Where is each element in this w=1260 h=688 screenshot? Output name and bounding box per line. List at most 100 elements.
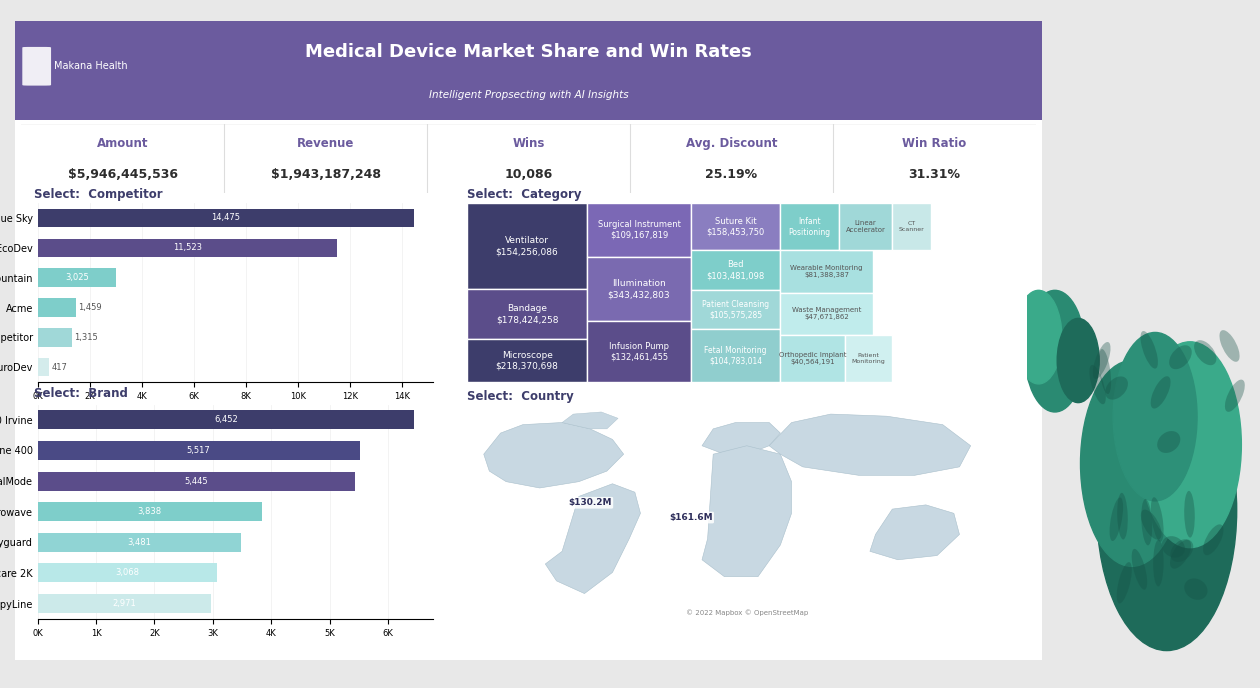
Text: 11,523: 11,523 bbox=[173, 244, 202, 252]
Bar bbox=[587, 257, 690, 321]
Bar bbox=[587, 321, 690, 382]
Text: Suture Kit
$158,453,750: Suture Kit $158,453,750 bbox=[707, 217, 765, 237]
Polygon shape bbox=[769, 414, 970, 475]
Text: 417: 417 bbox=[52, 363, 67, 372]
Bar bbox=[690, 203, 780, 250]
Bar bbox=[467, 339, 587, 382]
Text: Win Ratio: Win Ratio bbox=[902, 137, 966, 150]
Text: 3,025: 3,025 bbox=[66, 273, 89, 282]
Text: Makana Health: Makana Health bbox=[54, 61, 127, 72]
Polygon shape bbox=[702, 422, 780, 454]
Bar bbox=[38, 471, 355, 491]
Bar bbox=[38, 298, 76, 316]
Ellipse shape bbox=[1184, 491, 1194, 537]
Ellipse shape bbox=[1203, 524, 1223, 555]
Ellipse shape bbox=[1184, 579, 1207, 600]
Bar bbox=[690, 330, 780, 382]
Text: Wearable Monitoring
$81,388,387: Wearable Monitoring $81,388,387 bbox=[790, 265, 863, 278]
Polygon shape bbox=[869, 505, 959, 560]
Ellipse shape bbox=[1220, 330, 1240, 362]
Ellipse shape bbox=[1142, 499, 1152, 546]
Text: Patient
Monitoring: Patient Monitoring bbox=[852, 353, 886, 364]
Text: $130.2M: $130.2M bbox=[568, 498, 612, 507]
Text: Bed
$103,481,098: Bed $103,481,098 bbox=[707, 260, 765, 280]
Bar bbox=[38, 410, 415, 429]
Text: $5,946,445,536: $5,946,445,536 bbox=[68, 168, 178, 180]
Polygon shape bbox=[702, 446, 791, 577]
Text: $1,943,187,248: $1,943,187,248 bbox=[271, 168, 381, 180]
Bar bbox=[38, 441, 359, 460]
Bar bbox=[38, 268, 116, 287]
Circle shape bbox=[1096, 370, 1237, 651]
Text: Illumination
$343,432,803: Illumination $343,432,803 bbox=[607, 279, 670, 299]
Circle shape bbox=[1113, 332, 1197, 501]
Ellipse shape bbox=[1194, 340, 1216, 365]
Ellipse shape bbox=[1140, 510, 1162, 539]
Text: Select:  Brand: Select: Brand bbox=[34, 387, 127, 400]
Text: 1,459: 1,459 bbox=[78, 303, 102, 312]
Text: Infusion Pump
$132,461,455: Infusion Pump $132,461,455 bbox=[609, 342, 669, 362]
Text: 5,517: 5,517 bbox=[186, 446, 210, 455]
Bar bbox=[844, 334, 892, 382]
Text: $161.6M: $161.6M bbox=[669, 513, 713, 522]
Text: Avg. Discount: Avg. Discount bbox=[685, 137, 777, 150]
Text: Select:  Category: Select: Category bbox=[467, 189, 581, 202]
Bar bbox=[38, 533, 241, 552]
Text: Bandage
$178,424,258: Bandage $178,424,258 bbox=[496, 304, 558, 324]
Text: 25.19%: 25.19% bbox=[706, 168, 757, 180]
Bar bbox=[38, 358, 49, 376]
Text: 3,068: 3,068 bbox=[115, 568, 140, 577]
Text: 1,315: 1,315 bbox=[74, 333, 98, 342]
Bar bbox=[587, 203, 690, 257]
Ellipse shape bbox=[1153, 539, 1164, 586]
Text: Wins: Wins bbox=[513, 137, 544, 150]
Text: Orthopedic Implant
$40,564,191: Orthopedic Implant $40,564,191 bbox=[779, 352, 847, 365]
Bar bbox=[38, 502, 262, 522]
Bar bbox=[839, 203, 892, 250]
Text: Select:  Competitor: Select: Competitor bbox=[34, 189, 163, 202]
Text: © 2022 Mapbox © OpenStreetMap: © 2022 Mapbox © OpenStreetMap bbox=[685, 609, 808, 616]
Ellipse shape bbox=[1171, 540, 1191, 569]
Ellipse shape bbox=[1090, 365, 1106, 405]
Circle shape bbox=[1139, 342, 1241, 548]
Text: Linear
Accelerator: Linear Accelerator bbox=[845, 220, 886, 233]
FancyBboxPatch shape bbox=[11, 124, 1046, 194]
Text: Patient Cleansing
$105,575,285: Patient Cleansing $105,575,285 bbox=[702, 299, 769, 320]
Bar bbox=[38, 208, 415, 227]
Ellipse shape bbox=[1150, 376, 1171, 409]
Text: CT
Scanner: CT Scanner bbox=[900, 221, 925, 233]
Polygon shape bbox=[546, 484, 640, 594]
Bar bbox=[38, 594, 212, 613]
Text: 3,481: 3,481 bbox=[127, 538, 151, 547]
Text: 31.31%: 31.31% bbox=[908, 168, 960, 180]
Ellipse shape bbox=[1105, 376, 1128, 400]
Bar bbox=[892, 203, 931, 250]
Text: Select:  Country: Select: Country bbox=[467, 390, 573, 403]
Text: 10,086: 10,086 bbox=[504, 168, 553, 180]
Ellipse shape bbox=[1092, 342, 1110, 379]
Polygon shape bbox=[484, 422, 624, 488]
Bar bbox=[780, 334, 844, 382]
Bar bbox=[690, 250, 780, 290]
Bar bbox=[38, 563, 217, 583]
Text: Ventilator
$154,256,086: Ventilator $154,256,086 bbox=[495, 236, 558, 256]
Circle shape bbox=[1081, 361, 1183, 566]
Text: Revenue: Revenue bbox=[297, 137, 354, 150]
Circle shape bbox=[1024, 290, 1085, 412]
Ellipse shape bbox=[1169, 345, 1192, 369]
Bar bbox=[780, 250, 873, 292]
Text: Amount: Amount bbox=[97, 137, 149, 150]
Circle shape bbox=[1016, 290, 1062, 384]
Ellipse shape bbox=[1116, 562, 1131, 603]
Bar bbox=[467, 289, 587, 339]
Circle shape bbox=[1057, 319, 1099, 402]
Text: Medical Device Market Share and Win Rates: Medical Device Market Share and Win Rate… bbox=[305, 43, 752, 61]
Bar bbox=[780, 292, 873, 334]
FancyBboxPatch shape bbox=[0, 11, 1057, 670]
Text: Waste Management
$47,671,862: Waste Management $47,671,862 bbox=[791, 307, 862, 321]
Text: 3,838: 3,838 bbox=[137, 507, 161, 516]
Ellipse shape bbox=[1131, 549, 1147, 590]
Ellipse shape bbox=[1150, 497, 1163, 541]
Bar bbox=[38, 239, 338, 257]
Ellipse shape bbox=[1157, 431, 1181, 453]
